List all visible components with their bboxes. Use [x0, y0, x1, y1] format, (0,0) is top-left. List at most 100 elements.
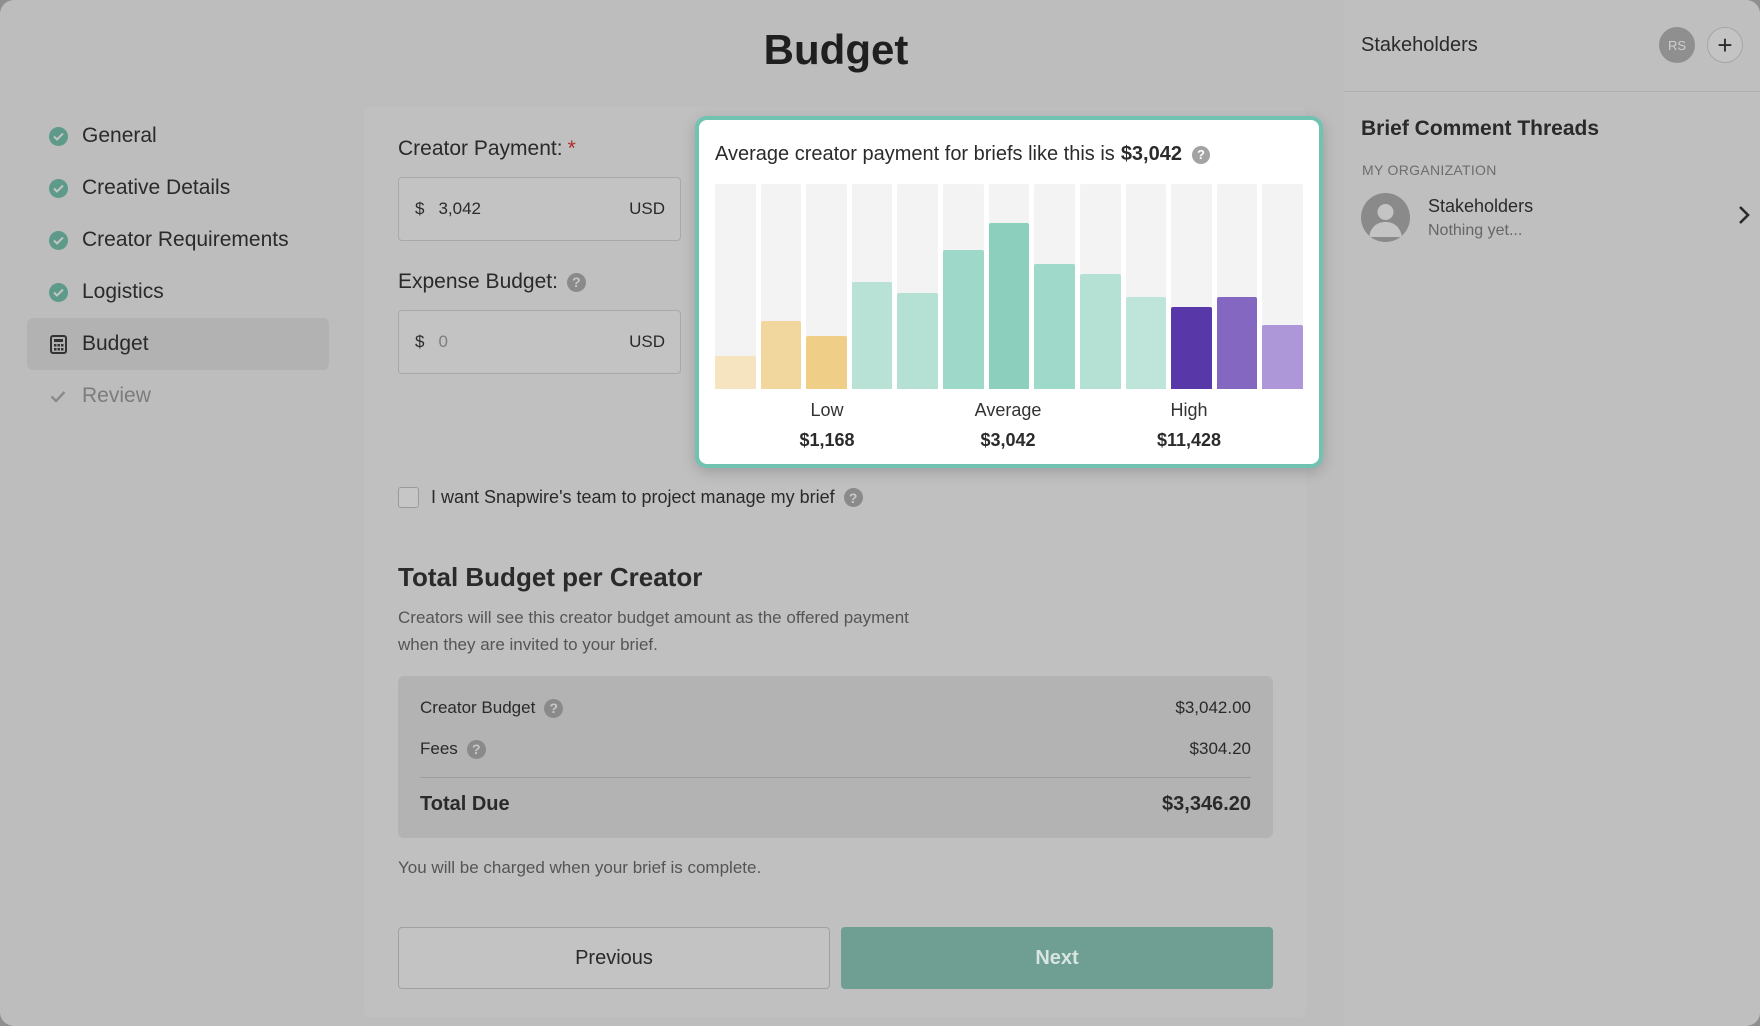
payment-distribution-popover: Average creator payment for briefs like … [695, 116, 1323, 468]
stat-high: High $11,428 [1119, 400, 1259, 451]
distribution-chart [715, 184, 1303, 389]
nav-item-budget[interactable]: Budget [27, 318, 329, 370]
average-amount: $3,042 [1120, 143, 1182, 165]
creator-budget-row: Creator Budget? $3,042.00 [420, 698, 1251, 718]
creator-payment-label: Creator Payment: * [398, 137, 576, 160]
stat-label: High [1170, 400, 1208, 420]
next-button[interactable]: Next [841, 927, 1273, 989]
bar [1034, 263, 1075, 389]
bar-track [1171, 184, 1212, 389]
bar [988, 222, 1030, 389]
thread-name: Stakeholders [1428, 196, 1534, 216]
check-circle-icon [48, 230, 68, 250]
bar-track [851, 184, 893, 389]
bar-track [1125, 184, 1167, 389]
nav-item-general[interactable]: General [27, 110, 329, 162]
bar [943, 249, 984, 389]
stat-label: Average [974, 400, 1042, 420]
nav-item-label: Logistics [82, 280, 164, 303]
bar [1171, 307, 1212, 389]
bar [806, 335, 847, 389]
add-stakeholder-button[interactable]: + [1707, 27, 1743, 63]
stat-value: $1,168 [799, 430, 855, 450]
section-description: Creators will see this creator budget am… [398, 608, 909, 654]
bar-track [1262, 184, 1303, 389]
stat-value: $11,428 [1156, 430, 1222, 450]
budget-summary: Creator Budget? $3,042.00 Fees? $304.20 … [398, 676, 1273, 838]
bar-track [760, 184, 802, 389]
bar-track [806, 184, 847, 389]
creator-payment-value[interactable]: 3,042 [438, 199, 482, 218]
user-avatar-icon [1361, 193, 1410, 242]
nav-item-label: Creator Requirements [82, 228, 289, 251]
help-icon[interactable]: ? [843, 488, 863, 507]
previous-button[interactable]: Previous [398, 927, 830, 989]
section-title: Total Budget per Creator [398, 562, 703, 592]
stat-value: $3,042 [980, 430, 1036, 450]
bar-track [943, 184, 984, 389]
bar [715, 356, 756, 389]
org-label: MY ORGANIZATION [1362, 162, 1497, 178]
bar [851, 282, 893, 389]
avatar[interactable]: RS [1659, 27, 1695, 63]
chevron-right-icon [1737, 204, 1751, 231]
check-circle-icon [48, 126, 68, 146]
bar-track [988, 184, 1030, 389]
dollar-symbol: $ [415, 199, 425, 218]
project-manage-label[interactable]: I want Snapwire's team to project manage… [431, 487, 835, 507]
stat-label: Low [810, 400, 844, 420]
thread-subtitle: Nothing yet... [1428, 222, 1523, 239]
threads-title: Brief Comment Threads [1361, 117, 1600, 140]
bar-track [1034, 184, 1075, 389]
bar [1125, 296, 1167, 389]
bar [760, 321, 802, 389]
bar-track [1079, 184, 1121, 389]
project-manage-checkbox[interactable] [398, 487, 419, 508]
step-nav: General Creative Details Creator Require… [27, 110, 329, 422]
creator-payment-input[interactable]: $ 3,042 USD [398, 177, 681, 241]
nav-item-creative-details[interactable]: Creative Details [27, 162, 329, 214]
nav-item-review[interactable]: Review [27, 370, 329, 422]
nav-item-creator-requirements[interactable]: Creator Requirements [27, 214, 329, 266]
check-icon [48, 386, 68, 406]
fees-value: $304.20 [1189, 739, 1251, 758]
help-icon[interactable]: ? [1191, 145, 1210, 164]
project-manage-option: I want Snapwire's team to project manage… [398, 487, 863, 508]
expense-budget-label: Expense Budget: ? [398, 270, 586, 294]
help-icon[interactable]: ? [544, 698, 564, 718]
bar [1079, 274, 1121, 389]
total-due-label: Total Due [420, 793, 510, 815]
expense-budget-input[interactable]: $ 0 USD [398, 310, 681, 374]
bar [1262, 325, 1303, 389]
bar-track [715, 184, 756, 389]
help-icon[interactable]: ? [566, 272, 586, 292]
page-title: Budget [763, 26, 909, 73]
thread-item[interactable]: Stakeholders Nothing yet... [1361, 192, 1751, 248]
stat-low: Low $1,168 [757, 400, 897, 451]
check-circle-icon [48, 282, 68, 302]
stakeholders-title: Stakeholders [1361, 34, 1478, 56]
stakeholders-header: Stakeholders RS + [1344, 0, 1760, 92]
charge-note: You will be charged when your brief is c… [398, 858, 762, 877]
stat-average: Average $3,042 [938, 400, 1078, 451]
total-due-row: Total Due $3,346.20 [420, 793, 1251, 816]
calculator-icon [48, 334, 68, 354]
creator-budget-value: $3,042.00 [1175, 698, 1251, 717]
total-due-value: $3,346.20 [1162, 793, 1251, 815]
creator-budget-label: Creator Budget [420, 698, 536, 717]
help-icon[interactable]: ? [466, 739, 486, 759]
check-circle-icon [48, 178, 68, 198]
currency-label: USD [629, 332, 665, 351]
nav-item-label: Budget [82, 332, 149, 355]
right-panel: Stakeholders RS + Brief Comment Threads … [1344, 0, 1760, 1026]
bar [1216, 296, 1258, 389]
nav-item-logistics[interactable]: Logistics [27, 266, 329, 318]
divider [420, 777, 1251, 778]
expense-budget-placeholder[interactable]: 0 [438, 332, 448, 351]
nav-item-label: Review [82, 384, 151, 407]
bar [897, 292, 939, 389]
bar-track [897, 184, 939, 389]
nav-item-label: General [82, 124, 157, 147]
currency-label: USD [629, 199, 665, 218]
